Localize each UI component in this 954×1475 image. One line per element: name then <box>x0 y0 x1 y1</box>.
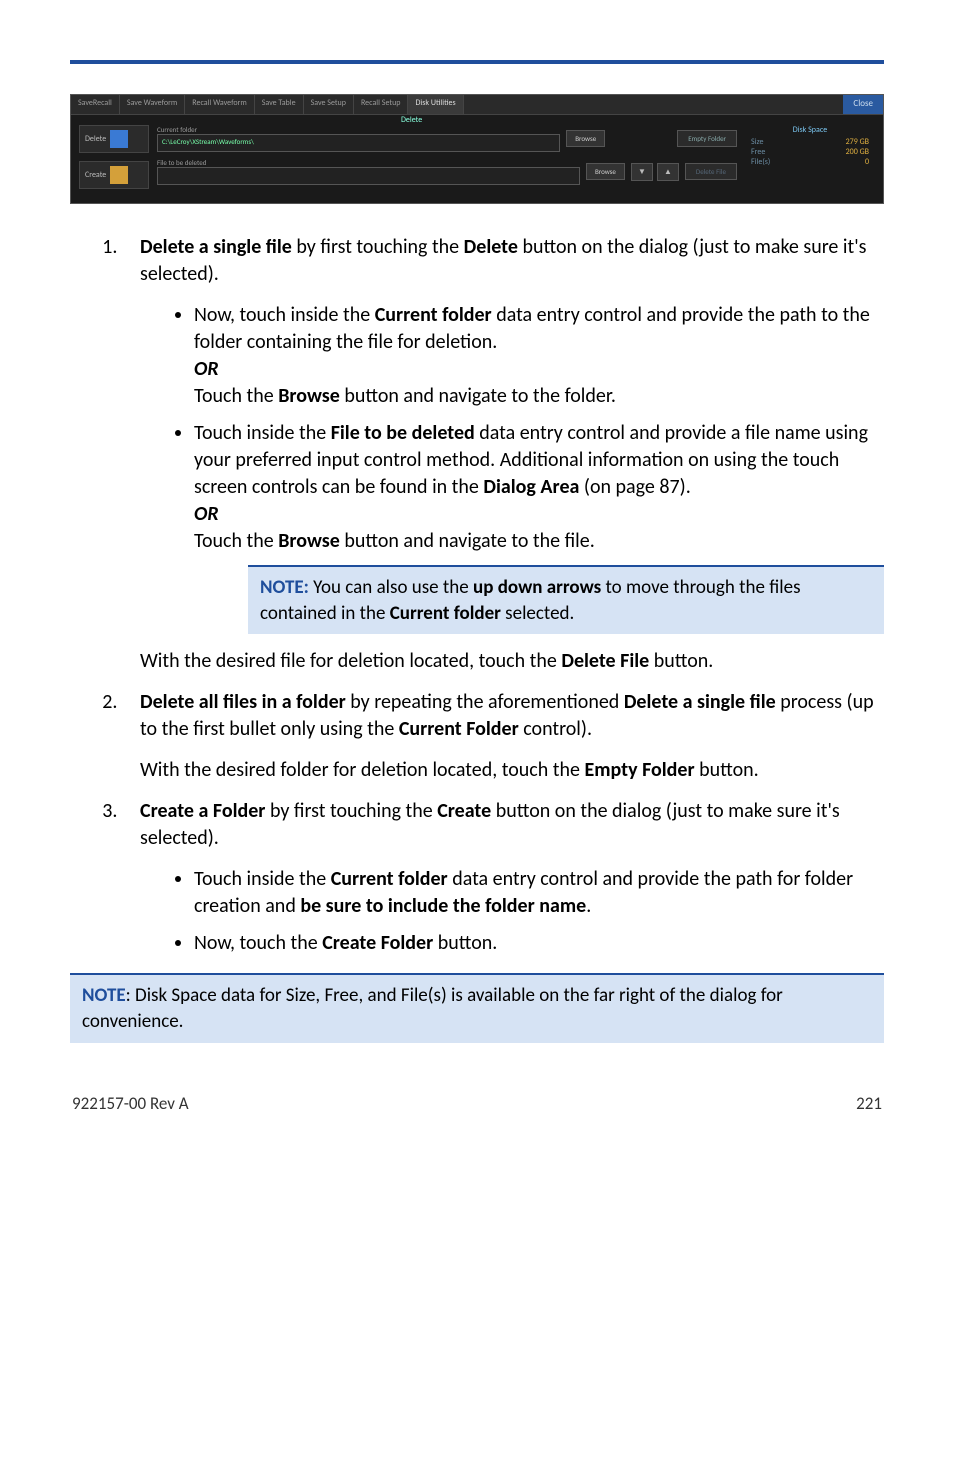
step-1: Delete a single file by first touching t… <box>122 234 884 675</box>
step1-delete: Delete <box>464 235 518 259</box>
s2e: Current Folder <box>399 717 519 741</box>
step1-term: Delete a single file <box>140 235 292 259</box>
s3c: Create <box>437 799 491 823</box>
note1-d: Current folder <box>390 602 501 625</box>
close-button[interactable]: Close <box>843 95 883 114</box>
s1b1f: button and navigate to the folder. <box>340 384 616 408</box>
s1b2d: Dialog Area <box>483 475 579 499</box>
step3-bullet-1: Touch inside the Current folder data ent… <box>194 866 884 920</box>
current-folder-input[interactable]: C:\LeCroy\XStream\Waveforms\ <box>157 134 560 152</box>
step-2: Delete all files in a folder by repeatin… <box>122 689 884 784</box>
s1b2b: File to be deleted <box>331 421 475 445</box>
top-rule <box>70 60 884 64</box>
s1b1a: Now, touch inside the <box>194 303 375 327</box>
s1b2h: button and navigate to the file. <box>340 529 595 553</box>
s1b2or: OR <box>194 502 219 526</box>
s2a: Delete all files in a folder <box>140 690 346 714</box>
browse-folder-button[interactable]: Browse <box>566 130 605 147</box>
note1-a: You can also use the <box>309 576 473 599</box>
current-folder-row: Current folder C:\LeCroy\XStream\Wavefor… <box>157 125 737 152</box>
step3-bullet-2: Now, touch the Create Folder button. <box>194 930 884 957</box>
s1b1b: Current folder <box>375 303 492 327</box>
delete-mode-button[interactable]: Delete <box>79 125 149 153</box>
s3b2b: Create Folder <box>322 931 433 955</box>
note1-label: NOTE: <box>260 576 309 599</box>
s1ac: button. <box>649 649 713 673</box>
inline-note: NOTE: You can also use the up down arrow… <box>248 565 884 634</box>
disk-space-free: Free200 GB <box>745 147 875 157</box>
create-mode-label: Create <box>85 170 106 180</box>
tab-save-table[interactable]: Save Table <box>255 95 304 114</box>
step1-t1: by first touching the <box>292 235 464 259</box>
tab-recall-waveform[interactable]: Recall Waveform <box>185 95 254 114</box>
bottom-note-text: : Disk Space data for Size, Free, and Fi… <box>82 984 783 1033</box>
down-arrow-button[interactable]: ▼ <box>631 163 653 181</box>
s1b1or: OR <box>194 357 219 381</box>
step-3: Create a Folder by first touching the Cr… <box>122 798 884 957</box>
disk-space-files: File(s)0 <box>745 157 875 167</box>
step2-after: With the desired folder for deletion loc… <box>140 757 884 784</box>
s3b2c: button. <box>433 931 497 955</box>
delete-file-button[interactable]: Delete File <box>685 163 737 181</box>
disk-utilities-screenshot: SaveRecall Save Waveform Recall Waveform… <box>70 94 884 204</box>
step1-after: With the desired file for deletion locat… <box>140 648 884 675</box>
left-buttons: Delete Create <box>79 125 149 203</box>
tab-recall-setup[interactable]: Recall Setup <box>354 95 409 114</box>
tab-disk-utilities[interactable]: Disk Utilities <box>408 95 463 114</box>
disk-space-title: Disk Space <box>745 125 875 135</box>
bottom-note: NOTE: Disk Space data for Size, Free, an… <box>70 973 884 1042</box>
s3b1a: Touch inside the <box>194 867 331 891</box>
tab-save-setup[interactable]: Save Setup <box>304 95 354 114</box>
s1ab: Delete File <box>561 649 649 673</box>
bottom-note-label: NOTE <box>82 984 126 1007</box>
create-mode-button[interactable]: Create <box>79 161 149 189</box>
tab-bar: SaveRecall Save Waveform Recall Waveform… <box>71 95 883 115</box>
s2b: by repeating the aforementioned <box>346 690 624 714</box>
s3b2a: Now, touch the <box>194 931 322 955</box>
s2aa: With the desired folder for deletion loc… <box>140 758 584 782</box>
page-footer: 922157-00 Rev A 221 <box>70 1093 884 1114</box>
step1-bullet-1: Now, touch inside the Current folder dat… <box>194 302 884 410</box>
disk-space-size: Size279 GB <box>745 137 875 147</box>
current-folder-label: Current folder <box>157 125 560 134</box>
browse-file-button[interactable]: Browse <box>586 163 625 180</box>
s2ab: Empty Folder <box>584 758 694 782</box>
step1-bullets: Now, touch inside the Current folder dat… <box>140 302 884 634</box>
s1b2e: (on page 87). <box>579 475 690 499</box>
s3b1d: be sure to include the folder name <box>300 894 586 918</box>
create-folder-icon <box>110 166 128 184</box>
s1b1e: Browse <box>278 384 340 408</box>
tab-saverecall[interactable]: SaveRecall <box>71 95 120 114</box>
up-arrow-button[interactable]: ▲ <box>657 163 679 181</box>
up-down-arrows: ▼ ▲ <box>631 163 679 181</box>
s1b2g: Browse <box>278 529 340 553</box>
s1b2f: Touch the <box>194 529 278 553</box>
empty-folder-button[interactable]: Empty Folder <box>677 130 737 148</box>
s3b1e: . <box>586 894 591 918</box>
s3b: by first touching the <box>265 799 437 823</box>
file-to-delete-row: File to be deleted Browse ▼ ▲ Delete Fil… <box>157 158 737 185</box>
disk-space-panel: Disk Space Size279 GB Free200 GB File(s)… <box>745 125 875 203</box>
delete-mode-label: Delete <box>85 134 106 144</box>
s1aa: With the desired file for deletion locat… <box>140 649 561 673</box>
file-to-delete-label: File to be deleted <box>157 158 580 167</box>
tab-save-waveform[interactable]: Save Waveform <box>120 95 185 114</box>
s2f: control). <box>519 717 592 741</box>
instruction-list: Delete a single file by first touching t… <box>70 234 884 957</box>
footer-doc-number: 922157-00 Rev A <box>72 1093 189 1114</box>
s3a: Create a Folder <box>140 799 265 823</box>
s2c: Delete a single file <box>624 690 776 714</box>
delete-icon <box>110 130 128 148</box>
step3-bullets: Touch inside the Current folder data ent… <box>140 866 884 957</box>
step1-bullet-2: Touch inside the File to be deleted data… <box>194 420 884 634</box>
file-to-delete-input[interactable] <box>157 167 580 185</box>
note1-b: up down arrows <box>473 576 601 599</box>
s1b2a: Touch inside the <box>194 421 331 445</box>
note1-e: selected. <box>501 602 574 625</box>
s2ac: button. <box>695 758 759 782</box>
footer-page-number: 221 <box>856 1093 882 1114</box>
s3b1b: Current folder <box>331 867 448 891</box>
s1b1d: Touch the <box>194 384 278 408</box>
